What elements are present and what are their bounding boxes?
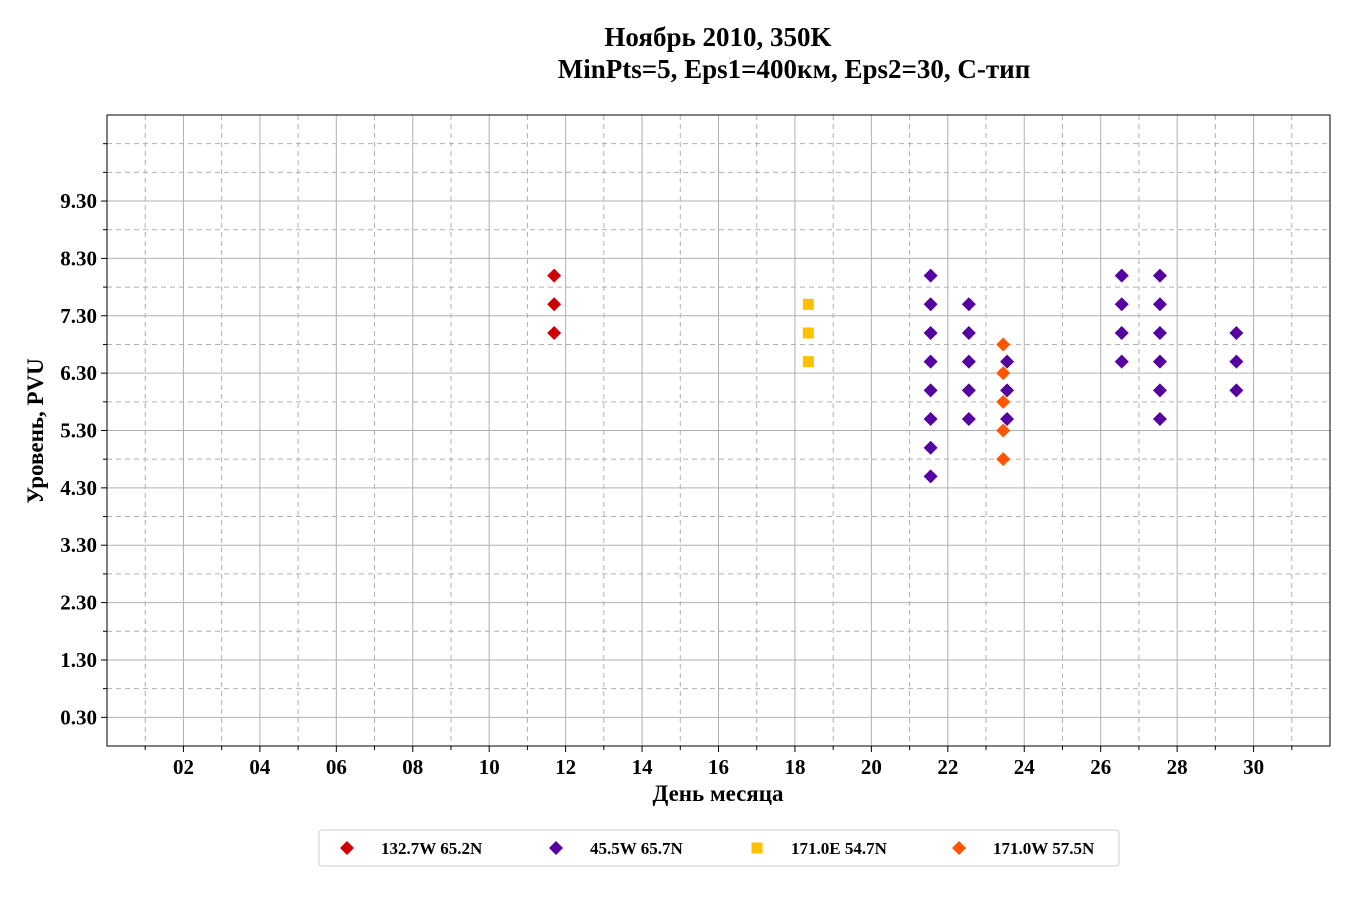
data-point: [547, 325, 562, 340]
data-point: [547, 297, 562, 312]
data-point: [996, 394, 1011, 409]
legend-label: 171.0E 54.7N: [791, 839, 888, 858]
data-point: [1229, 354, 1244, 369]
legend-label: 132.7W 65.2N: [381, 839, 483, 858]
data-points: [547, 268, 1244, 484]
x-tick-label: 08: [402, 755, 423, 779]
data-point: [1152, 297, 1167, 312]
data-point: [961, 354, 976, 369]
y-tick-label: 6.30: [60, 361, 97, 385]
data-point: [802, 327, 814, 339]
data-point: [923, 383, 938, 398]
data-point: [1229, 325, 1244, 340]
y-tick-label: 0.30: [60, 705, 97, 729]
y-tick-label: 2.30: [60, 591, 97, 615]
y-tick-label: 7.30: [60, 304, 97, 328]
y-axis-label: Уровень, PVU: [23, 358, 48, 504]
data-point: [923, 412, 938, 427]
data-point: [923, 325, 938, 340]
x-tick-label: 24: [1014, 755, 1036, 779]
data-point: [961, 383, 976, 398]
x-tick-label: 10: [479, 755, 500, 779]
data-point: [961, 325, 976, 340]
data-point: [1152, 383, 1167, 398]
x-tick-label: 06: [326, 755, 347, 779]
y-tick-label: 1.30: [60, 648, 97, 672]
legend-frame: [318, 829, 1120, 867]
data-point: [1000, 354, 1015, 369]
data-point: [923, 440, 938, 455]
legend-label: 45.5W 65.7N: [590, 839, 683, 858]
y-tick-label: 5.30: [60, 419, 97, 443]
x-tick-label: 12: [555, 755, 576, 779]
grid: [107, 115, 1330, 746]
chart-title: Ноябрь 2010, 350K: [604, 22, 831, 52]
x-tick-label: 30: [1243, 755, 1264, 779]
data-point: [1000, 383, 1015, 398]
data-point: [547, 268, 562, 283]
legend-label: 171.0W 57.5N: [993, 839, 1095, 858]
data-point: [1229, 383, 1244, 398]
legend-marker: [952, 841, 966, 855]
x-tick-label: 20: [861, 755, 882, 779]
data-point: [923, 354, 938, 369]
data-point: [996, 423, 1011, 438]
x-tick-label: 26: [1090, 755, 1111, 779]
legend-marker: [751, 842, 763, 854]
legend: 132.7W 65.2N 45.5W 65.7N 171.0E 54.7N 171.0…: [318, 829, 1120, 867]
x-tick-label: 22: [937, 755, 958, 779]
data-point: [961, 297, 976, 312]
y-tick-label: 8.30: [60, 246, 97, 270]
x-tick-label: 18: [784, 755, 805, 779]
data-point: [923, 297, 938, 312]
y-tick-label: 3.30: [60, 533, 97, 557]
data-point: [923, 268, 938, 283]
data-point: [1000, 412, 1015, 427]
x-tick-label: 28: [1167, 755, 1188, 779]
data-point: [996, 337, 1011, 352]
legend-marker: [340, 841, 354, 855]
x-tick-label: 02: [173, 755, 194, 779]
data-point: [1114, 268, 1129, 283]
data-point: [923, 469, 938, 484]
x-tick-label: 14: [632, 755, 654, 779]
y-tick-label: 4.30: [60, 476, 97, 500]
data-point: [802, 298, 814, 310]
data-point: [1152, 412, 1167, 427]
data-point: [1152, 268, 1167, 283]
axis-ticks: 02 04 06 08 10 12 14 16 18 20 22 24 26 28 30 0.30 1.30 2.…: [60, 143, 1293, 779]
y-tick-label: 9.30: [60, 189, 97, 213]
legend-marker: [549, 841, 563, 855]
data-point: [1114, 297, 1129, 312]
data-point: [996, 366, 1011, 381]
data-point: [1114, 354, 1129, 369]
data-point: [996, 452, 1011, 467]
data-point: [1114, 325, 1129, 340]
data-point: [1152, 325, 1167, 340]
x-axis-label: День месяца: [652, 781, 784, 806]
data-point: [1152, 354, 1167, 369]
data-point: [961, 412, 976, 427]
data-point: [802, 356, 814, 368]
x-tick-label: 04: [249, 755, 271, 779]
chart-subtitle: MinPts=5, Eps1=400км, Eps2=30, C-тип: [558, 54, 1031, 84]
x-tick-label: 16: [708, 755, 729, 779]
